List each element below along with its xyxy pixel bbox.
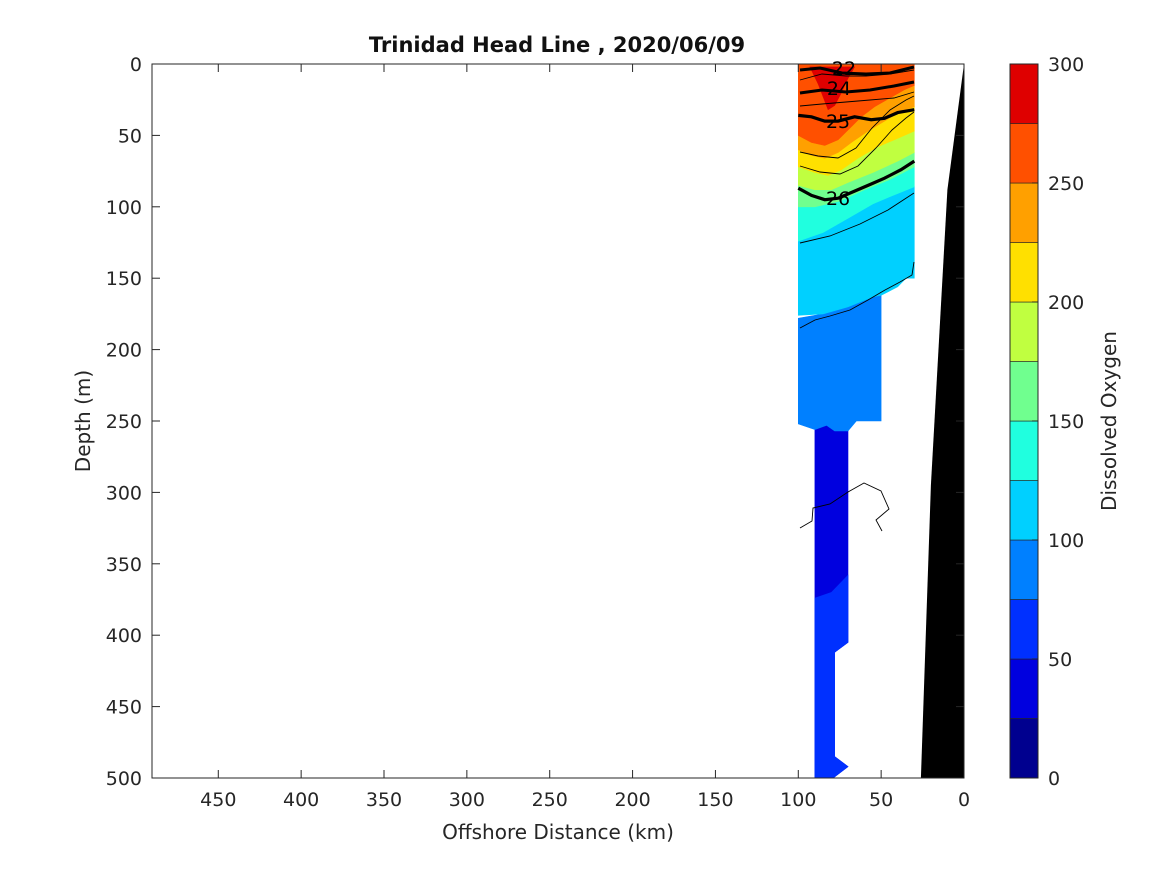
colorbar-band-175-200: [1009, 301, 1039, 362]
x-tick-label: 450: [200, 789, 236, 811]
thin-contour-lines: [799, 65, 915, 532]
y-tick-label: 50: [118, 125, 142, 147]
colorbar-band-200-225: [1009, 242, 1039, 303]
x-axis-ticks: 450 400 350 300 250 200 150 100 50 0: [200, 64, 970, 811]
colorbar-band-125-150: [1009, 420, 1039, 481]
thin-contour-line: [799, 261, 915, 329]
y-tick-label: 450: [106, 697, 142, 719]
density-contour-26: [797, 159, 916, 202]
colorbar-ticks: 0 50 100 150 200 250 300: [1032, 54, 1084, 790]
x-tick-label: 250: [532, 789, 568, 811]
colorbar-band-100-125: [1009, 480, 1039, 541]
colorbar-band-0-25: [1009, 718, 1039, 779]
colorbar-tick-label: 0: [1048, 768, 1060, 790]
colorbar-tick-label: 150: [1048, 411, 1084, 433]
x-tick-label: 200: [614, 789, 650, 811]
contour-region-50-75: [814, 574, 849, 778]
x-tick-label: 350: [366, 789, 402, 811]
colorbar: 0 50 100 150 200 250 300 Dissolved Oxygen: [1009, 54, 1121, 790]
colorbar-tick-label: 250: [1048, 173, 1084, 195]
colorbar-band-250-275: [1009, 123, 1039, 184]
thin-contour-line: [799, 95, 915, 159]
x-axis-label: Offshore Distance (km): [442, 820, 674, 844]
seafloor-bathymetry: [920, 64, 964, 778]
colorbar-band-225-250: [1009, 182, 1039, 243]
colorbar-label: Dissolved Oxygen: [1097, 331, 1121, 511]
density-contour-label-25: 25: [826, 111, 850, 133]
filled-contour-regions: [798, 64, 915, 778]
y-tick-label: 400: [106, 625, 142, 647]
x-tick-label: 300: [449, 789, 485, 811]
density-contours: 25 26: [797, 108, 916, 210]
y-tick-label: 300: [106, 482, 142, 504]
y-tick-label: 0: [130, 54, 142, 76]
colorbar-tick-label: 50: [1048, 649, 1072, 671]
thick-contour-line: [799, 80, 915, 95]
x-tick-label: 400: [283, 789, 319, 811]
density-contour-25: [798, 108, 915, 123]
colorbar-tick-label: 100: [1048, 530, 1084, 552]
colorbar-band-275-300: [1009, 63, 1039, 124]
y-tick-label: 500: [106, 768, 142, 790]
x-tick-label: 50: [869, 789, 893, 811]
x-tick-label: 0: [958, 789, 970, 811]
colorbar-band-25-50: [1009, 658, 1039, 719]
colorbar-bands: [1009, 63, 1039, 779]
x-tick-label: 150: [697, 789, 733, 811]
y-tick-label: 250: [106, 411, 142, 433]
upper-contour-label-22: 22: [832, 58, 856, 80]
colorbar-band-50-75: [1009, 599, 1039, 660]
thin-contour-line: [799, 91, 915, 107]
colorbar-tick-label: 200: [1048, 292, 1084, 314]
thick-contour-line: [799, 65, 915, 76]
y-tick-label: 150: [106, 268, 142, 290]
x-tick-label: 100: [780, 789, 816, 811]
y-axis-ticks: 0 50 100 150 200 250 300 350 400 450 500: [106, 54, 964, 790]
density-contour-label-26: 26: [826, 188, 850, 210]
colorbar-band-150-175: [1009, 361, 1039, 422]
chart-title: Trinidad Head Line , 2020/06/09: [369, 33, 745, 57]
y-tick-label: 200: [106, 340, 142, 362]
thin-contour-line: [799, 482, 890, 532]
thin-contour-line: [799, 111, 915, 175]
upper-contour-label-24: 24: [827, 78, 851, 100]
y-tick-label: 100: [106, 197, 142, 219]
colorbar-tick-label: 300: [1048, 54, 1084, 76]
colorbar-band-75-100: [1009, 539, 1039, 600]
thin-contour-line: [799, 192, 915, 244]
y-axis-label: Depth (m): [71, 370, 95, 472]
y-tick-label: 350: [106, 554, 142, 576]
